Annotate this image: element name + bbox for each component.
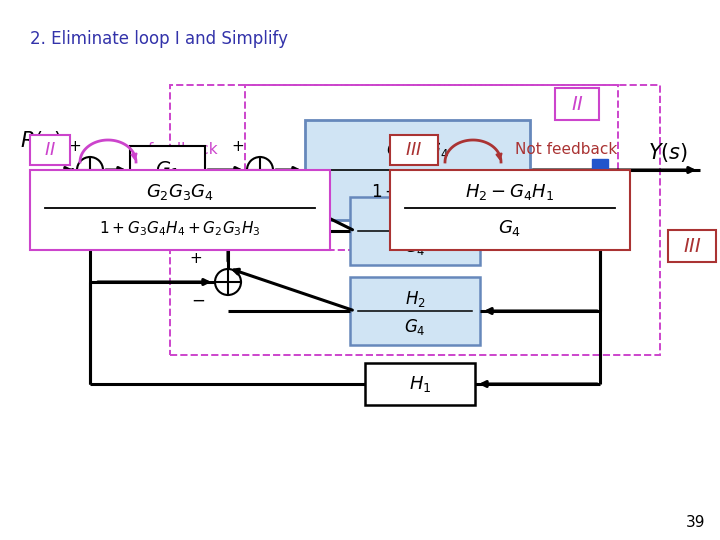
Text: $+$: $+$ — [189, 251, 202, 266]
Text: $\mathit{II}$: $\mathit{II}$ — [44, 141, 56, 159]
Text: $G_4$: $G_4$ — [404, 316, 426, 336]
Text: $H_3$: $H_3$ — [405, 210, 426, 230]
Bar — [390, 170, 630, 250]
Text: $H_2$: $H_2$ — [405, 289, 426, 309]
Text: $G_2G_3G_4$: $G_2G_3G_4$ — [146, 183, 214, 202]
Bar — [365, 363, 475, 405]
Bar — [390, 135, 438, 165]
Text: $-$: $-$ — [191, 291, 205, 309]
Text: $+$: $+$ — [231, 139, 245, 154]
Text: $H_2-G_4H_1$: $H_2-G_4H_1$ — [466, 183, 554, 202]
Text: $-$: $-$ — [58, 183, 72, 201]
Bar — [350, 277, 480, 345]
Text: $G_1$: $G_1$ — [156, 159, 180, 181]
Bar — [170, 85, 660, 355]
Text: $\mathit{II}$: $\mathit{II}$ — [570, 94, 583, 113]
Text: $1+G_3G_4H_4+G_2G_3H_3$: $1+G_3G_4H_4+G_2G_3H_3$ — [99, 219, 261, 238]
Text: $\mathit{III}$: $\mathit{III}$ — [683, 237, 701, 255]
Bar — [245, 85, 618, 250]
Text: 2. Eliminate loop I and Simplify: 2. Eliminate loop I and Simplify — [30, 30, 288, 48]
Text: $H_1$: $H_1$ — [409, 374, 431, 394]
Text: $G_4$: $G_4$ — [498, 218, 521, 238]
Text: $Y(s)$: $Y(s)$ — [648, 141, 688, 164]
Bar — [350, 197, 480, 265]
Bar — [555, 88, 599, 120]
Text: $R(s)$: $R(s)$ — [20, 129, 62, 152]
Bar — [30, 135, 70, 165]
Text: feedback: feedback — [148, 143, 219, 158]
Bar — [592, 159, 608, 181]
Bar — [130, 146, 205, 194]
Text: $1+G_3G_4H_4$: $1+G_3G_4H_4$ — [371, 182, 464, 202]
Text: 39: 39 — [685, 515, 705, 530]
Bar — [305, 120, 530, 220]
Text: $G_2G_3G_4$: $G_2G_3G_4$ — [386, 140, 449, 160]
Text: $+$: $+$ — [68, 139, 81, 154]
Text: Not feedback: Not feedback — [515, 143, 617, 158]
Text: $-$: $-$ — [231, 179, 245, 197]
Text: $\mathit{III}$: $\mathit{III}$ — [405, 141, 423, 159]
Bar — [30, 170, 330, 250]
Bar — [668, 230, 716, 262]
Text: $G_4$: $G_4$ — [404, 237, 426, 256]
